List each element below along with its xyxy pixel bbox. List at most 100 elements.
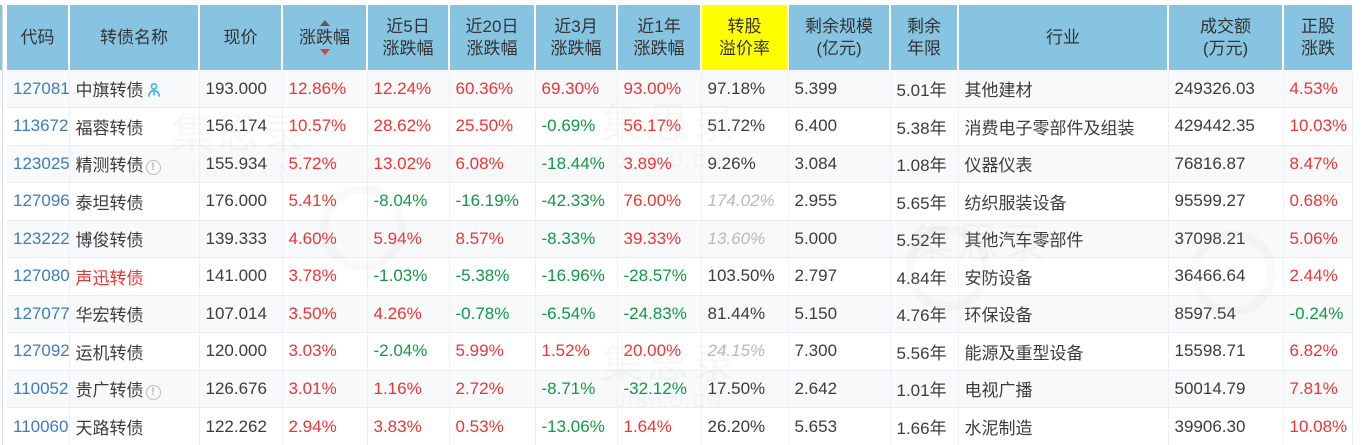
- cell-name[interactable]: 博俊转债: [69, 220, 200, 258]
- bond-name-link[interactable]: 声迅转债: [75, 268, 144, 288]
- bond-code-link[interactable]: 127080: [13, 266, 69, 286]
- header-text-line: 涨跌幅: [550, 39, 602, 58]
- col-header-chg5d[interactable]: 近5日 涨跌幅: [367, 5, 450, 70]
- bond-code-link[interactable]: 123222: [13, 228, 69, 248]
- col-header-chg3m[interactable]: 近3月 涨跌幅: [535, 5, 618, 70]
- col-header-stockchg[interactable]: 正股 涨跌: [1283, 5, 1352, 70]
- cell-code[interactable]: 127081: [7, 70, 70, 108]
- col-header-chg20d[interactable]: 近20日 涨跌幅: [449, 5, 536, 70]
- cell-chg20d: 25.50%: [449, 107, 536, 146]
- col-header-code[interactable]: 代码: [7, 5, 70, 70]
- header-text-line: 代码: [20, 27, 55, 47]
- info-icon[interactable]: !: [145, 385, 161, 401]
- col-header-size[interactable]: 剩余规模 (亿元): [788, 5, 891, 70]
- cell-code[interactable]: 110060: [7, 407, 70, 445]
- cell-name[interactable]: 精测转债!: [69, 145, 200, 183]
- cell-code[interactable]: 127092: [7, 332, 70, 371]
- cell-value: 5.399: [794, 78, 838, 98]
- cell-chg1y: 3.89%: [617, 145, 702, 183]
- cell-value: 电视广播: [964, 381, 1033, 401]
- info-icon[interactable]: !: [145, 160, 161, 176]
- cell-name[interactable]: 泰坦转债: [69, 182, 200, 221]
- bond-name-link[interactable]: 泰坦转债: [75, 193, 144, 213]
- col-header-name[interactable]: 转债名称: [69, 5, 200, 70]
- bond-name-link[interactable]: 贵广转债: [75, 381, 144, 401]
- cell-value: -6.54%: [541, 303, 596, 323]
- cell-value: 69.30%: [541, 78, 600, 98]
- cell-price: 193.000: [199, 70, 283, 108]
- bond-name-link[interactable]: 精测转债: [75, 156, 144, 176]
- cell-code[interactable]: 123222: [7, 220, 70, 258]
- cell-code[interactable]: 127077: [7, 295, 70, 333]
- cell-value: 93.00%: [623, 78, 682, 98]
- cell-turnover: 249326.03: [1168, 70, 1284, 108]
- cell-code[interactable]: 127096: [7, 182, 70, 221]
- cell-chg: 3.50%: [282, 295, 368, 333]
- cell-chg5d: 1.16%: [367, 370, 450, 408]
- bond-code-link[interactable]: 110060: [13, 416, 69, 436]
- cell-code[interactable]: 123025: [7, 145, 70, 183]
- cell-chg1y: 39.33%: [617, 220, 702, 258]
- cell-chg3m: -0.69%: [535, 107, 618, 146]
- cell-value: 249326.03: [1174, 78, 1255, 98]
- cell-industry: 其他建材: [958, 70, 1169, 108]
- cell-name[interactable]: 中旗转债: [69, 70, 200, 108]
- bond-code-link[interactable]: 127081: [13, 78, 69, 98]
- bond-name-link[interactable]: 运机转债: [75, 343, 144, 363]
- col-header-industry[interactable]: 行业: [958, 5, 1169, 70]
- cell-premium: 24.15%: [701, 332, 789, 371]
- bond-code-link[interactable]: 110052: [13, 378, 69, 398]
- bond-code-link[interactable]: 127077: [13, 303, 69, 323]
- cell-years: 1.01年: [890, 370, 959, 408]
- cell-chg5d: 13.02%: [367, 145, 450, 183]
- bond-name-link[interactable]: 福蓉转债: [75, 118, 144, 138]
- cell-premium: 17.50%: [701, 370, 789, 408]
- cell-value: 4.26%: [373, 303, 422, 323]
- bond-name-link[interactable]: 中旗转债: [75, 81, 144, 100]
- cell-chg5d: -1.03%: [367, 257, 450, 296]
- col-header-chg1y[interactable]: 近1年 涨跌幅: [617, 5, 702, 70]
- convertible-bond-table: 代码 转债名称 现价 涨跌幅 近5日 涨跌幅 近20日 涨跌幅 近3月 涨跌幅 近1年 涨跌幅 转股 溢价…: [7, 5, 1353, 445]
- cell-name[interactable]: 华宏转债: [69, 295, 200, 333]
- cell-turnover: 50014.79: [1168, 370, 1284, 408]
- cell-name[interactable]: 声迅转债: [69, 257, 200, 296]
- bond-code-link[interactable]: 113672: [13, 116, 69, 136]
- person-icon[interactable]: [146, 82, 162, 98]
- cell-size: 2.955: [788, 182, 891, 221]
- col-header-premium[interactable]: 转股 溢价率: [701, 5, 789, 70]
- col-header-turnover[interactable]: 成交额 (万元): [1168, 5, 1284, 70]
- bond-name-link[interactable]: 天路转债: [75, 419, 144, 438]
- left-sliver-header: [0, 5, 2, 70]
- cell-name[interactable]: 天路转债: [69, 407, 200, 445]
- cell-value: -42.33%: [541, 191, 605, 211]
- cell-name[interactable]: 贵广转债!: [69, 370, 200, 408]
- cell-chg20d: 2.72%: [449, 370, 536, 408]
- header-text-line: 转股: [727, 16, 762, 36]
- cell-stockchg: 2.44%: [1283, 257, 1353, 296]
- sort-asc-icon: [319, 19, 330, 26]
- cell-value: 36466.64: [1174, 266, 1246, 286]
- cell-value: 3.01%: [288, 378, 337, 398]
- col-header-years[interactable]: 剩余 年限: [890, 5, 959, 70]
- cell-value: 5.01年: [896, 81, 947, 100]
- cell-code[interactable]: 110052: [7, 370, 70, 408]
- cell-name[interactable]: 运机转债: [69, 332, 200, 371]
- cell-price: 155.934: [199, 145, 283, 183]
- col-header-label-code: 代码: [9, 27, 66, 48]
- cell-years: 5.01年: [890, 70, 959, 108]
- cell-code[interactable]: 127080: [7, 257, 70, 296]
- cell-name[interactable]: 福蓉转债: [69, 107, 200, 146]
- bond-name-link[interactable]: 华宏转债: [75, 306, 144, 326]
- col-header-chg[interactable]: 涨跌幅: [282, 5, 368, 70]
- cell-code[interactable]: 113672: [7, 107, 70, 146]
- bond-code-link[interactable]: 123025: [13, 153, 69, 173]
- cell-value: -24.83%: [623, 303, 687, 323]
- bond-name-link[interactable]: 博俊转债: [75, 231, 144, 251]
- cell-size: 6.400: [788, 107, 891, 146]
- bond-code-link[interactable]: 127092: [13, 341, 69, 361]
- bond-code-link[interactable]: 127096: [13, 191, 69, 211]
- header-text-line: 成交额: [1200, 16, 1251, 36]
- cell-value: 能源及重型设备: [964, 343, 1084, 363]
- cell-value: 5.94%: [373, 228, 422, 248]
- col-header-price[interactable]: 现价: [199, 5, 283, 70]
